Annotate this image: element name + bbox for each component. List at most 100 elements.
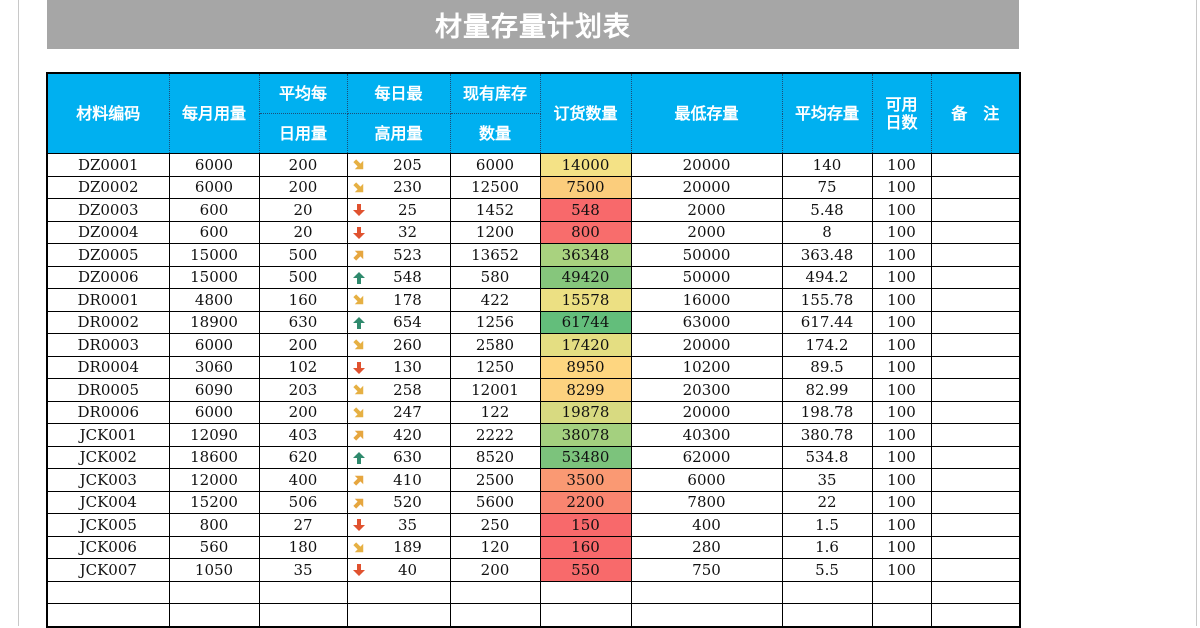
- cell-stock[interactable]: 1452: [449, 198, 541, 222]
- cell-order[interactable]: 49420: [539, 265, 632, 289]
- cell-stock[interactable]: 1200: [449, 220, 541, 244]
- cell-monthly[interactable]: 15200: [168, 490, 260, 514]
- cell-note[interactable]: [930, 175, 1021, 199]
- header-max-daily-line1[interactable]: 每日最: [346, 72, 451, 114]
- cell-avg-stock[interactable]: 89.5: [781, 355, 873, 379]
- cell-days[interactable]: 100: [871, 243, 932, 267]
- cell-order[interactable]: 15578: [539, 288, 632, 312]
- cell-monthly[interactable]: 12000: [168, 468, 260, 492]
- header-days[interactable]: 可用 日数: [871, 72, 932, 154]
- cell-max-daily[interactable]: 205: [346, 153, 451, 177]
- cell-note[interactable]: [930, 468, 1021, 492]
- cell-note[interactable]: [930, 333, 1021, 357]
- cell-note[interactable]: [930, 535, 1021, 559]
- cell-note[interactable]: [930, 288, 1021, 312]
- cell-min-stock[interactable]: 6000: [630, 468, 783, 492]
- cell-code[interactable]: DR0006: [46, 400, 170, 424]
- cell-order[interactable]: 7500: [539, 175, 632, 199]
- cell-min-stock[interactable]: 400: [630, 513, 783, 537]
- header-monthly[interactable]: 每月用量: [168, 72, 260, 154]
- empty-cell[interactable]: [630, 603, 783, 627]
- cell-code[interactable]: JCK007: [46, 558, 170, 582]
- header-max-daily-line2[interactable]: 高用量: [346, 113, 451, 154]
- cell-avg-stock[interactable]: 82.99: [781, 378, 873, 402]
- cell-note[interactable]: [930, 400, 1021, 424]
- cell-note[interactable]: [930, 423, 1021, 447]
- cell-max-daily[interactable]: 523: [346, 243, 451, 267]
- cell-stock[interactable]: 6000: [449, 153, 541, 177]
- cell-days[interactable]: 100: [871, 288, 932, 312]
- cell-avg-stock[interactable]: 617.44: [781, 310, 873, 334]
- cell-code[interactable]: JCK002: [46, 445, 170, 469]
- cell-max-daily[interactable]: 247: [346, 400, 451, 424]
- cell-avg-daily[interactable]: 203: [258, 378, 348, 402]
- cell-days[interactable]: 100: [871, 265, 932, 289]
- cell-avg-daily[interactable]: 200: [258, 153, 348, 177]
- cell-order[interactable]: 2200: [539, 490, 632, 514]
- cell-days[interactable]: 100: [871, 153, 932, 177]
- header-stock-line2[interactable]: 数量: [449, 113, 541, 154]
- cell-code[interactable]: DZ0006: [46, 265, 170, 289]
- cell-stock[interactable]: 2500: [449, 468, 541, 492]
- cell-avg-daily[interactable]: 102: [258, 355, 348, 379]
- empty-cell[interactable]: [346, 580, 451, 604]
- empty-cell[interactable]: [630, 580, 783, 604]
- cell-max-daily[interactable]: 548: [346, 265, 451, 289]
- cell-avg-stock[interactable]: 5.48: [781, 198, 873, 222]
- cell-days[interactable]: 100: [871, 468, 932, 492]
- cell-days[interactable]: 100: [871, 535, 932, 559]
- cell-stock[interactable]: 422: [449, 288, 541, 312]
- cell-avg-stock[interactable]: 155.78: [781, 288, 873, 312]
- cell-max-daily[interactable]: 260: [346, 333, 451, 357]
- cell-days[interactable]: 100: [871, 355, 932, 379]
- cell-avg-daily[interactable]: 35: [258, 558, 348, 582]
- cell-avg-daily[interactable]: 20: [258, 220, 348, 244]
- empty-cell[interactable]: [346, 603, 451, 627]
- cell-monthly[interactable]: 6000: [168, 400, 260, 424]
- cell-monthly[interactable]: 1050: [168, 558, 260, 582]
- cell-max-daily[interactable]: 178: [346, 288, 451, 312]
- cell-avg-daily[interactable]: 400: [258, 468, 348, 492]
- empty-cell[interactable]: [168, 580, 260, 604]
- cell-avg-daily[interactable]: 27: [258, 513, 348, 537]
- cell-max-daily[interactable]: 420: [346, 423, 451, 447]
- cell-stock[interactable]: 122: [449, 400, 541, 424]
- cell-monthly[interactable]: 560: [168, 535, 260, 559]
- cell-order[interactable]: 36348: [539, 243, 632, 267]
- empty-cell[interactable]: [539, 580, 632, 604]
- cell-max-daily[interactable]: 35: [346, 513, 451, 537]
- header-avg-daily-line2[interactable]: 日用量: [258, 113, 348, 154]
- empty-cell[interactable]: [46, 580, 170, 604]
- cell-monthly[interactable]: 6000: [168, 175, 260, 199]
- cell-order[interactable]: 19878: [539, 400, 632, 424]
- header-code[interactable]: 材料编码: [46, 72, 170, 154]
- cell-code[interactable]: DR0001: [46, 288, 170, 312]
- cell-avg-daily[interactable]: 200: [258, 175, 348, 199]
- cell-avg-stock[interactable]: 22: [781, 490, 873, 514]
- cell-order[interactable]: 150: [539, 513, 632, 537]
- cell-stock[interactable]: 580: [449, 265, 541, 289]
- cell-avg-daily[interactable]: 620: [258, 445, 348, 469]
- cell-avg-stock[interactable]: 75: [781, 175, 873, 199]
- cell-code[interactable]: JCK004: [46, 490, 170, 514]
- empty-cell[interactable]: [258, 580, 348, 604]
- cell-note[interactable]: [930, 198, 1021, 222]
- cell-monthly[interactable]: 6090: [168, 378, 260, 402]
- cell-monthly[interactable]: 6000: [168, 153, 260, 177]
- cell-order[interactable]: 8299: [539, 378, 632, 402]
- cell-monthly[interactable]: 800: [168, 513, 260, 537]
- cell-code[interactable]: JCK003: [46, 468, 170, 492]
- cell-stock[interactable]: 5600: [449, 490, 541, 514]
- cell-code[interactable]: JCK001: [46, 423, 170, 447]
- cell-order[interactable]: 38078: [539, 423, 632, 447]
- cell-monthly[interactable]: 18600: [168, 445, 260, 469]
- cell-min-stock[interactable]: 20000: [630, 400, 783, 424]
- cell-avg-daily[interactable]: 403: [258, 423, 348, 447]
- empty-cell[interactable]: [449, 580, 541, 604]
- cell-monthly[interactable]: 600: [168, 198, 260, 222]
- cell-note[interactable]: [930, 445, 1021, 469]
- cell-max-daily[interactable]: 189: [346, 535, 451, 559]
- cell-note[interactable]: [930, 513, 1021, 537]
- empty-cell[interactable]: [539, 603, 632, 627]
- cell-avg-daily[interactable]: 200: [258, 333, 348, 357]
